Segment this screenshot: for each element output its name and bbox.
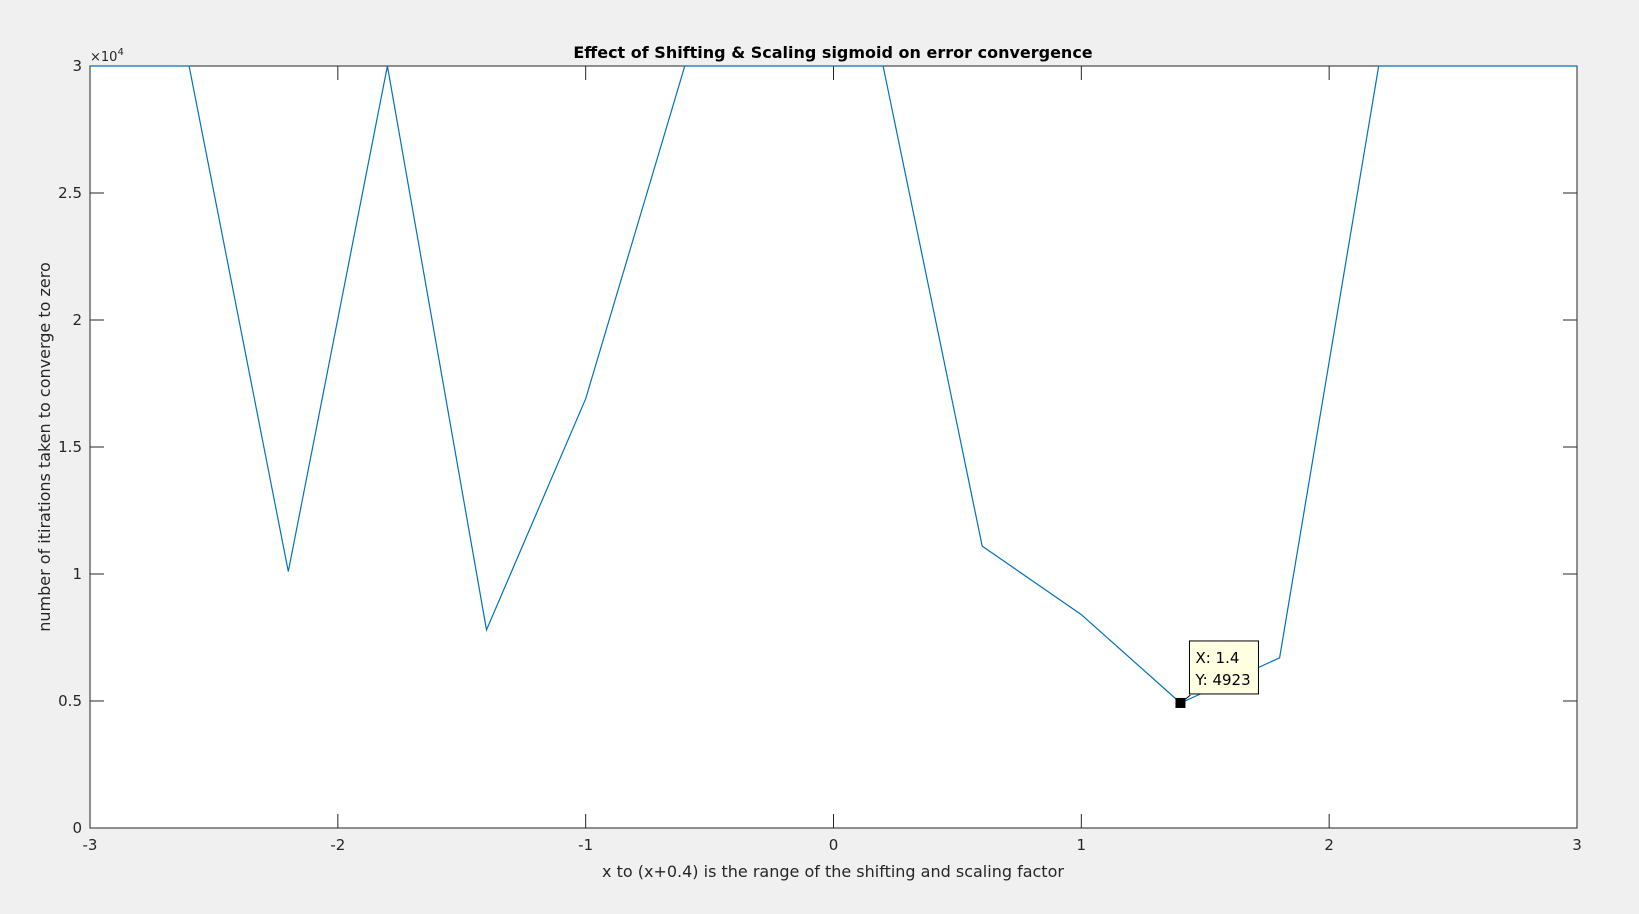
x-axis-label: x to (x+0.4) is the range of the shiftin… — [602, 862, 1064, 881]
data-point — [1476, 65, 1479, 68]
data-point — [1576, 65, 1579, 68]
x-ticks: -3 -2 -1 0 1 2 3 — [83, 66, 1582, 854]
data-point — [1278, 656, 1281, 659]
y-tick-label: 1 — [72, 565, 82, 583]
data-point — [1377, 65, 1380, 68]
datatip-box — [1188, 640, 1259, 695]
y-tick-label: 0.5 — [58, 692, 82, 710]
data-point — [188, 65, 191, 68]
datatip-text: Y: 4923 — [1194, 671, 1250, 689]
chart-title: Effect of Shifting & Scaling sigmoid on … — [573, 43, 1092, 62]
x-tick-label: -2 — [330, 836, 345, 854]
y-exponent-label: ×104 — [90, 47, 124, 65]
y-tick-label: 0 — [72, 819, 82, 837]
y-tick-label: 2.5 — [58, 184, 82, 202]
x-tick-label: 1 — [1077, 836, 1087, 854]
data-point — [981, 545, 984, 548]
y-exponent-power: 4 — [117, 47, 123, 58]
data-point — [882, 65, 885, 68]
data-point — [782, 65, 785, 68]
x-tick-label: -3 — [83, 836, 98, 854]
y-tick-label: 3 — [72, 57, 82, 75]
data-point — [683, 65, 686, 68]
x-tick-label: -1 — [578, 836, 593, 854]
data-point — [287, 570, 290, 573]
y-axis-label: number of itirations taken to converge t… — [35, 262, 54, 631]
plot-area — [90, 66, 1577, 828]
data-point — [485, 628, 488, 631]
datatip-marker[interactable] — [1175, 697, 1186, 708]
series-line — [90, 65, 1577, 704]
x-tick-label: 2 — [1324, 836, 1334, 854]
data-point — [584, 397, 587, 400]
datatip-text: X: 1.4 — [1195, 649, 1239, 667]
data-point — [1080, 613, 1083, 616]
data-point — [386, 65, 389, 68]
y-tick-label: 1.5 — [58, 438, 82, 456]
y-ticks: 0 0.5 1 1.5 2 2.5 3 — [58, 57, 1577, 837]
x-tick-label: 3 — [1572, 836, 1582, 854]
datatip[interactable]: X: 1.4 Y: 4923 — [1175, 640, 1259, 708]
y-tick-label: 2 — [72, 311, 82, 329]
x-tick-label: 0 — [829, 836, 839, 854]
y-exponent-prefix: ×10 — [90, 50, 117, 65]
